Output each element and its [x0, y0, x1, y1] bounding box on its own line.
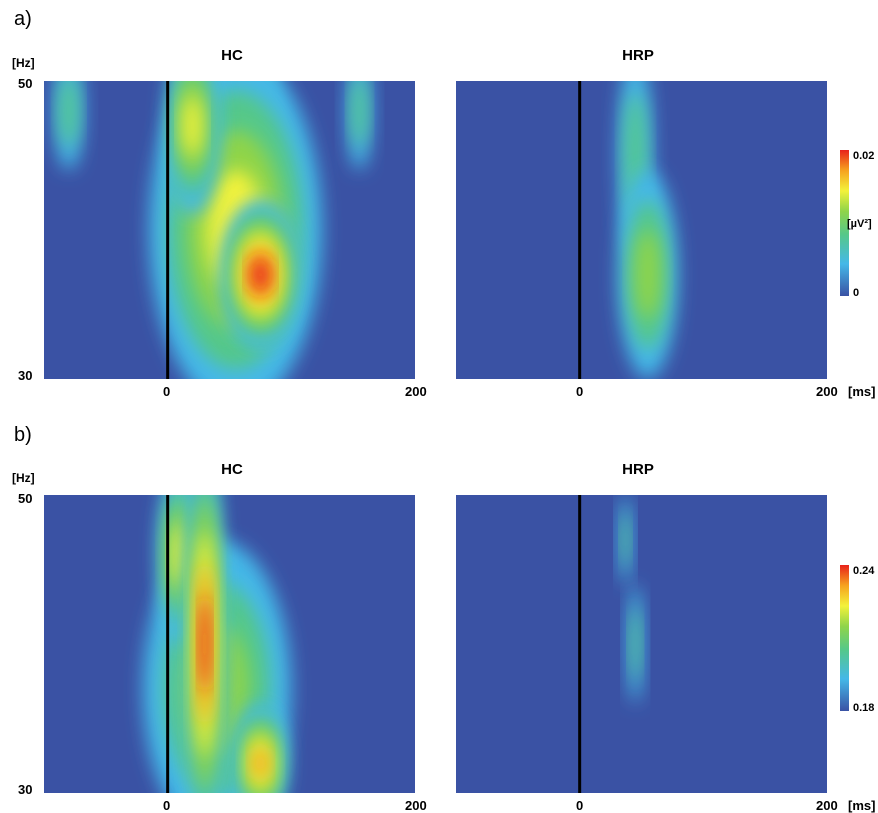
panel-b-label: b) — [14, 424, 32, 446]
x-tick-200-b-hrp: 200 — [816, 798, 838, 813]
chart-title-a-hrp: HRP — [622, 47, 654, 64]
heatmap-blob — [172, 524, 188, 585]
x-tick-200-a-hrp: 200 — [816, 384, 838, 399]
hz-label-b: [Hz] — [12, 471, 35, 485]
heatmap-a-hc — [44, 81, 415, 379]
panel-a-label: a) — [14, 8, 32, 30]
heatmap-b-hrp — [456, 495, 827, 793]
x-tick-0-b-hc: 0 — [163, 798, 171, 813]
x-tick-0-a-hrp: 0 — [576, 384, 584, 399]
colorbar-a-unit: [µV²] — [847, 218, 872, 230]
ms-label-b: [ms] — [848, 798, 876, 813]
y-tick-30-b: 30 — [18, 782, 33, 797]
colorbar-b-max: 0.24 — [853, 565, 875, 577]
chart-title-b-hc: HC — [221, 461, 243, 478]
heatmap-blob — [252, 746, 268, 780]
heatmap-blob — [59, 81, 78, 147]
chart-title-b-hrp: HRP — [622, 461, 654, 478]
x-tick-0-b-hrp: 0 — [576, 798, 584, 813]
heatmap-blob — [183, 95, 202, 156]
x-tick-0-a-hc: 0 — [163, 384, 171, 399]
heatmap-blob — [634, 230, 661, 320]
heatmap-blob — [200, 595, 210, 693]
heatmap-blob — [351, 81, 367, 147]
x-tick-200-b-hc: 200 — [405, 798, 427, 813]
heatmap-b-hc — [44, 495, 415, 793]
x-tick-200-a-hc: 200 — [405, 384, 427, 399]
colorbar-a-max: 0.02 — [853, 150, 875, 162]
heatmap-blob — [630, 608, 640, 680]
colorbar-a — [840, 150, 849, 296]
heatmap-blob — [251, 257, 270, 292]
heatmap-a-hrp — [456, 81, 827, 379]
chart-title-a-hc: HC — [221, 47, 243, 64]
heatmap-blob — [621, 512, 630, 567]
y-tick-30-a: 30 — [18, 368, 33, 383]
ms-label-a: [ms] — [848, 384, 876, 399]
y-tick-50-b: 50 — [18, 491, 33, 506]
colorbar-b — [840, 565, 849, 711]
colorbar-a-min: 0 — [853, 287, 860, 299]
colorbar-b-min: 0.18 — [853, 702, 875, 714]
hz-label-a: [Hz] — [12, 56, 35, 70]
y-tick-50-a: 50 — [18, 76, 33, 91]
